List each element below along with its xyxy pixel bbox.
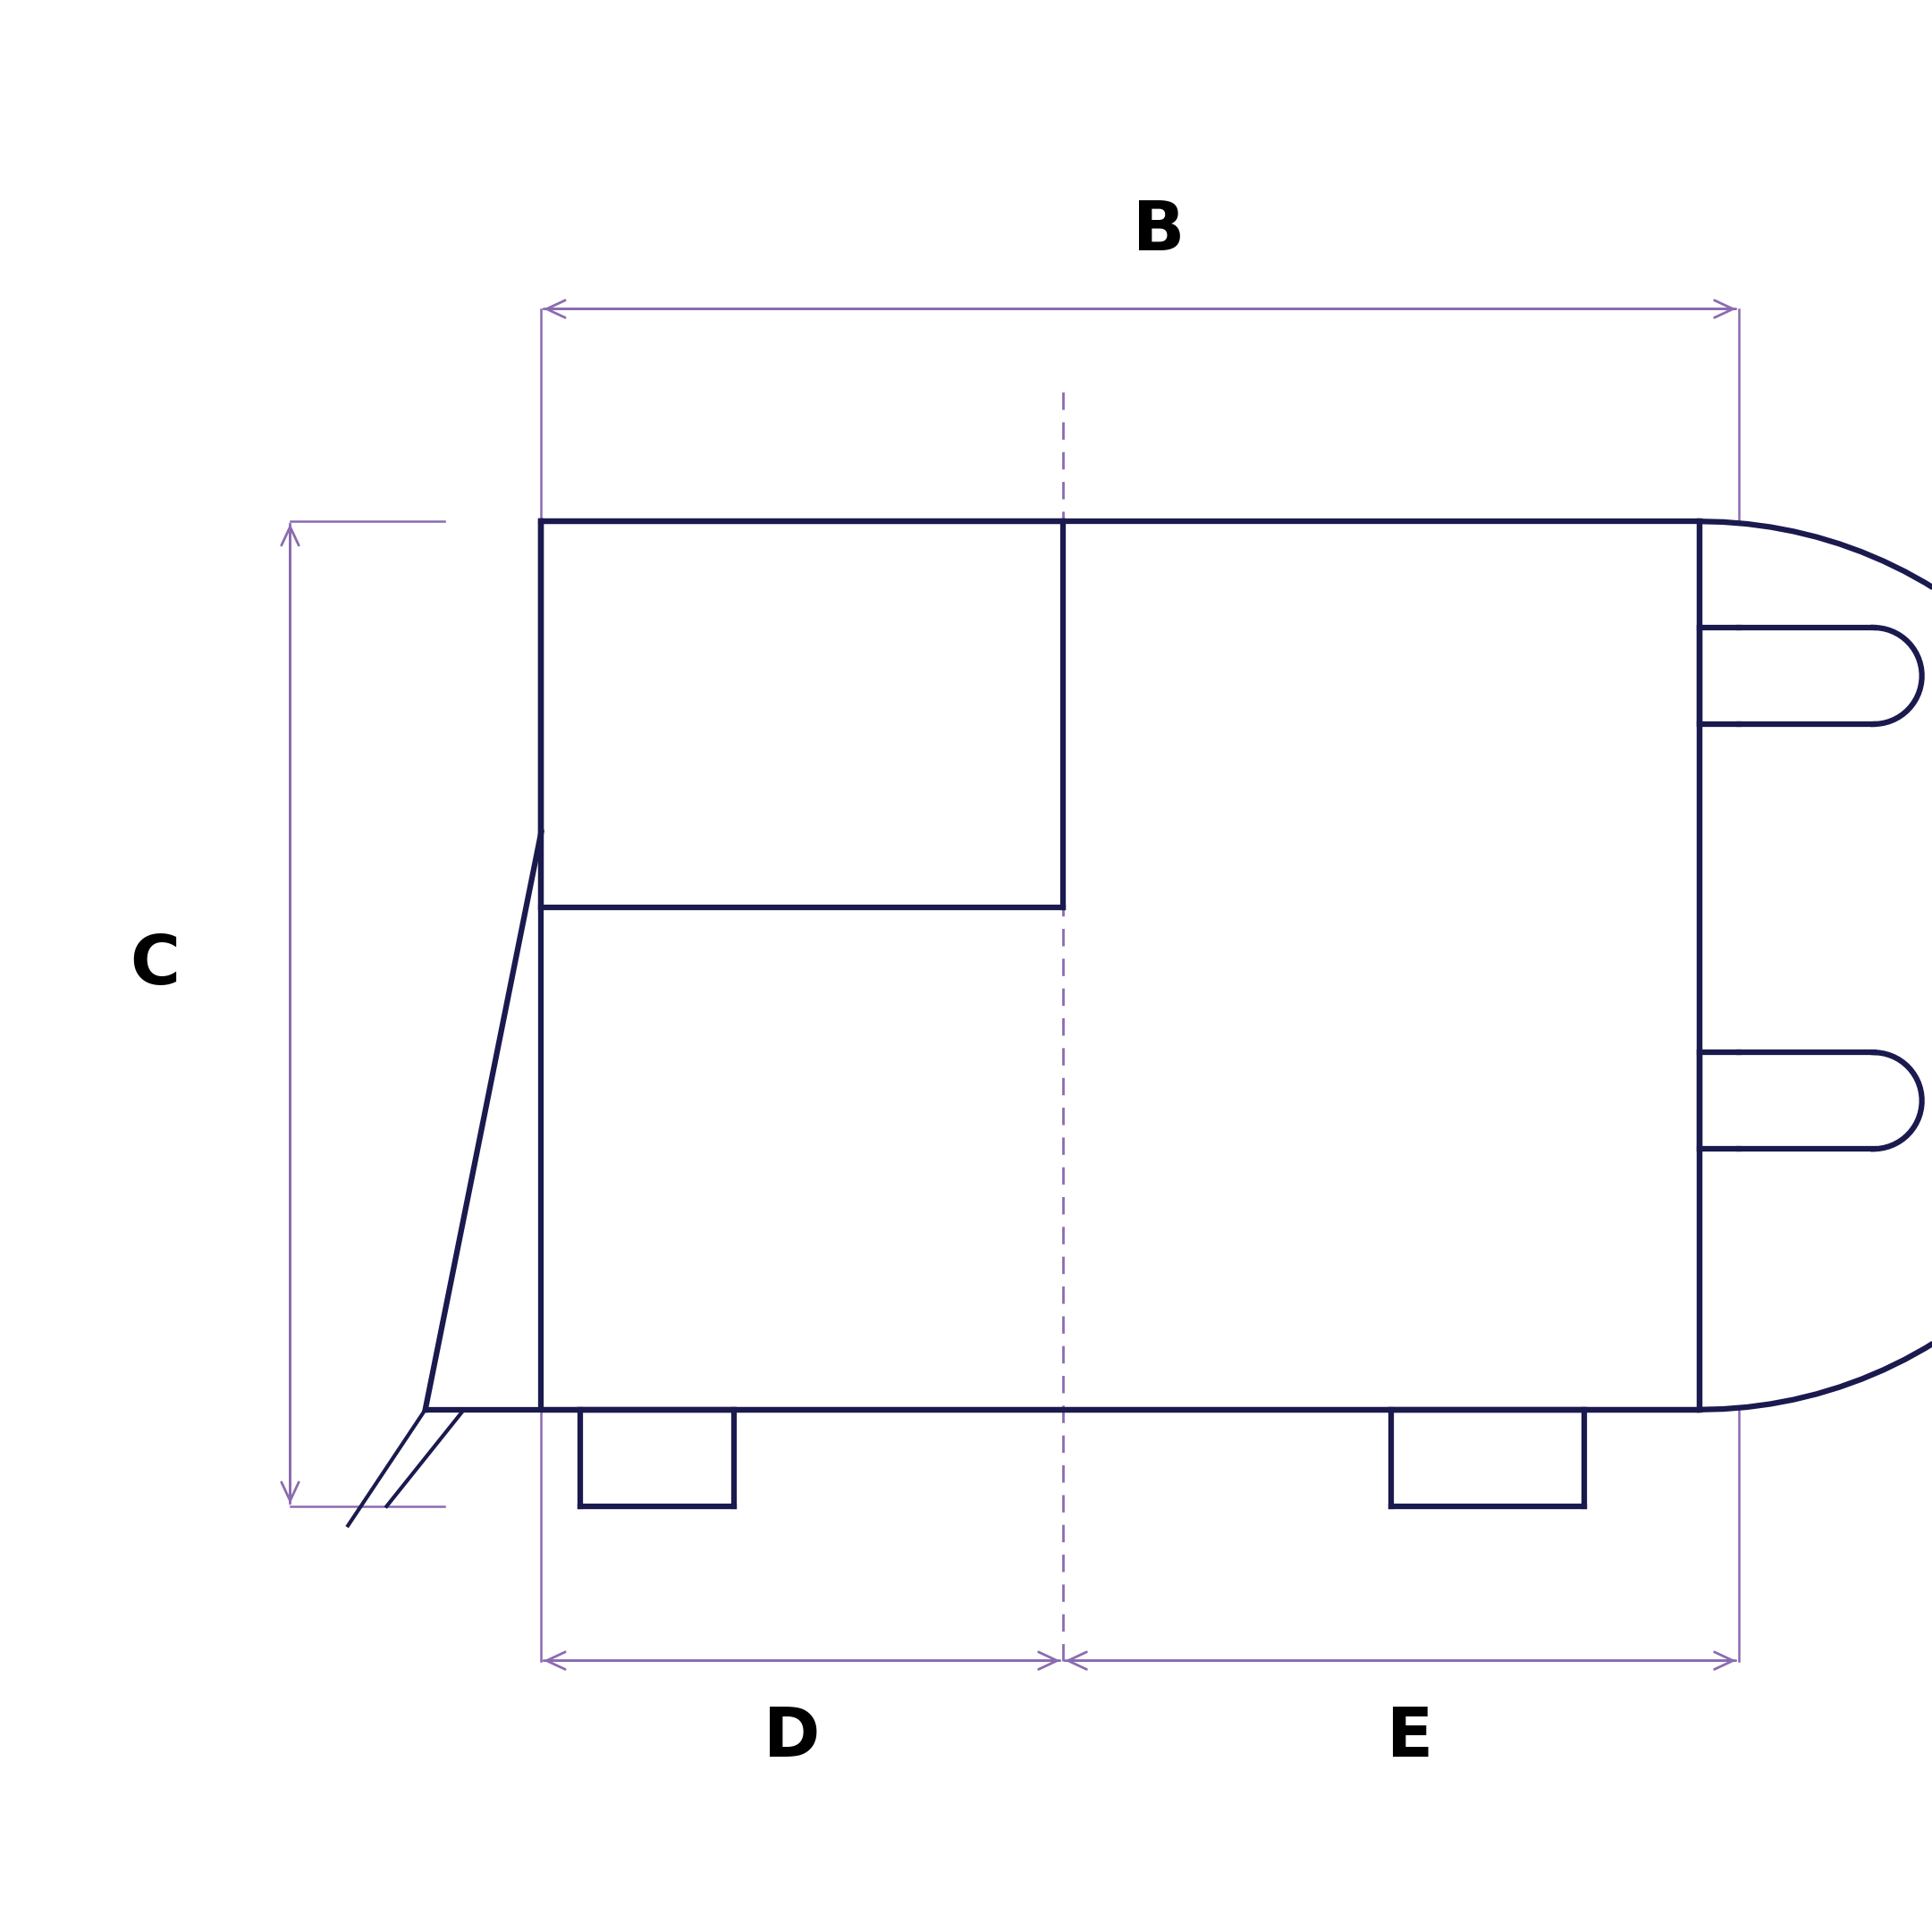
Text: C: C xyxy=(129,933,180,998)
Text: E: E xyxy=(1387,1705,1434,1771)
Text: D: D xyxy=(763,1705,821,1771)
Text: B: B xyxy=(1132,199,1184,265)
